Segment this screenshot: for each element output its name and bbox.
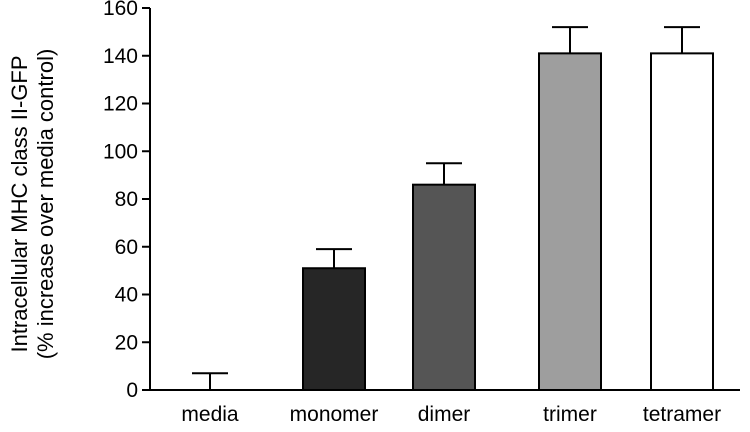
error-bars [192,26,700,390]
y-tick-label: 160 [103,0,138,20]
y-tick-label: 100 [103,140,138,163]
bars [302,52,714,392]
x-tick-label-tetramer: tetramer [643,403,721,426]
bar-monomer [302,267,366,391]
y-tick-label: 40 [115,284,138,307]
y-axis-title-line-1: Intracellular MHC class II-GFP [7,55,32,352]
y-axis-title: Intracellular MHC class II-GFP (% increa… [7,49,58,360]
bar-tetramer [650,52,714,392]
x-tick-label-dimer: dimer [418,403,471,426]
x-tick-label-monomer: monomer [290,403,379,426]
x-tick-label-trimer: trimer [543,403,597,426]
y-ticks: 0 20 40 60 80 100 120 140 160 [103,0,150,402]
y-tick-label: 20 [115,331,138,354]
y-tick-label: 80 [115,188,138,211]
y-tick-label: 0 [126,379,138,402]
y-axis-title-line-2: (% increase over media control) [33,49,58,360]
bar-trimer [538,52,602,392]
x-tick-label-media: media [181,403,239,426]
y-tick-label: 140 [103,45,138,68]
x-tick-labels: media monomer dimer trimer tetramer [181,403,721,426]
y-tick-label: 120 [103,93,138,116]
y-tick-label: 60 [115,236,138,259]
bar-dimer [412,183,476,391]
